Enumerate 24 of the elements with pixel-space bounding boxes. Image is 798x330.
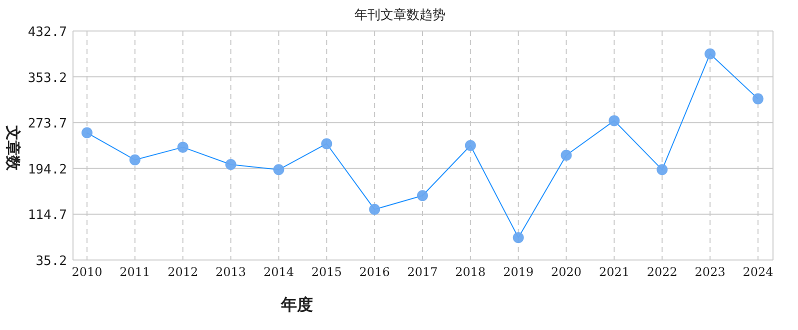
x-axis-title: 年度 <box>280 295 313 314</box>
x-tick-label: 2018 <box>455 265 486 279</box>
y-tick-label: 114.7 <box>28 208 67 224</box>
x-tick-label: 2024 <box>742 265 774 279</box>
x-tick-label: 2021 <box>598 265 630 279</box>
y-tick-label: 353.2 <box>28 70 67 86</box>
x-tick-label: 2015 <box>311 265 342 279</box>
x-tick-label: 2013 <box>216 265 246 279</box>
x-tick-label: 2019 <box>503 265 534 279</box>
x-tick-label: 2022 <box>646 265 678 279</box>
x-tick-label: 2020 <box>551 265 582 279</box>
x-tick-label: 2016 <box>359 265 390 279</box>
x-tick-label: 2017 <box>407 265 438 279</box>
x-tick-label: 2023 <box>694 265 726 279</box>
x-tick-label: 2014 <box>263 265 294 279</box>
y-tick-label: 35.2 <box>36 254 67 269</box>
y-tick-label: 194.2 <box>28 162 67 178</box>
y-tick-label: 432.7 <box>28 25 67 40</box>
y-axis-title: 文章数 <box>4 124 22 172</box>
x-tick-label: 2012 <box>168 265 198 279</box>
y-tick-label: 273.7 <box>28 116 67 132</box>
x-tick-label: 2011 <box>120 265 150 279</box>
chart-title: 年刊文章数趋势 <box>354 8 446 23</box>
x-tick-label: 2010 <box>72 265 102 279</box>
